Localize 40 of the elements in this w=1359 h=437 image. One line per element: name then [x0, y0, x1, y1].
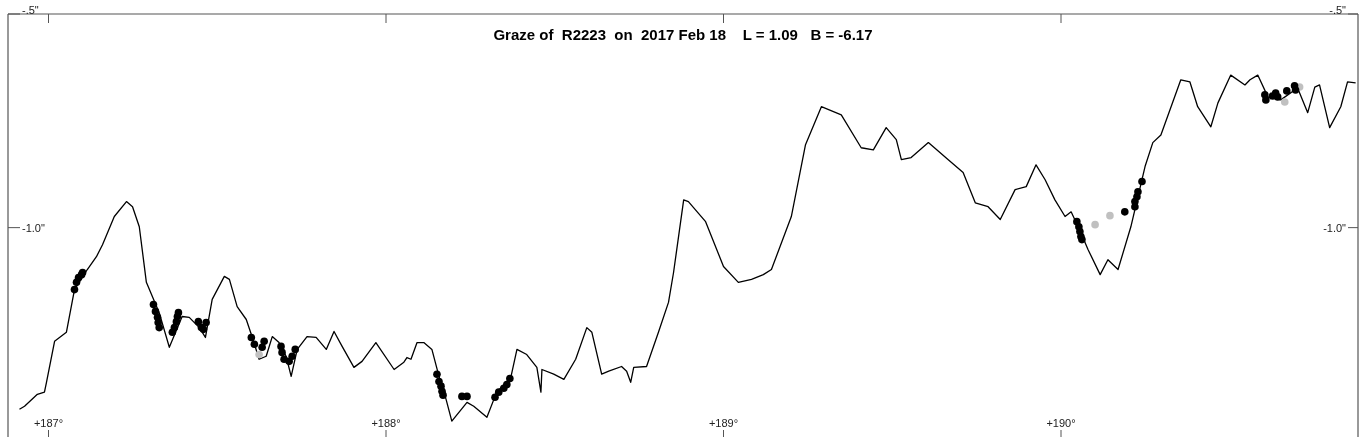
point [278, 348, 286, 357]
point [1134, 187, 1142, 196]
point [202, 318, 210, 327]
point [491, 393, 499, 402]
point [1282, 87, 1291, 95]
point [1273, 93, 1282, 101]
point [291, 345, 300, 354]
point [70, 285, 79, 294]
point [503, 380, 511, 389]
point [433, 370, 441, 378]
point [1291, 86, 1300, 94]
point [463, 392, 471, 401]
point [439, 391, 447, 399]
point [1138, 177, 1146, 186]
point [494, 388, 503, 396]
point [250, 340, 259, 349]
point [155, 323, 163, 332]
point [260, 337, 268, 346]
x-tick-label: +190° [1046, 417, 1076, 429]
point [151, 307, 160, 316]
point [255, 350, 263, 359]
point [247, 333, 256, 342]
y2-tick-label: -1.0" [1323, 221, 1347, 234]
x-tick-label: +187° [33, 417, 64, 429]
point [1280, 98, 1289, 106]
point [1262, 96, 1270, 104]
point [506, 374, 514, 383]
point [174, 308, 183, 317]
y2-tick-label: -.5" [1329, 4, 1347, 16]
point [1091, 220, 1099, 229]
point [194, 317, 203, 326]
point [1106, 211, 1114, 220]
point [170, 323, 179, 332]
point [1120, 208, 1129, 216]
point [288, 352, 296, 361]
point [277, 342, 285, 351]
x-tick-label: +188° [371, 417, 401, 429]
text: Graze of R2223 on 2017 Feb 18 L = 1.09 B = -6.17 [493, 26, 873, 43]
x-tick-label: +189° [708, 417, 739, 429]
point [149, 300, 158, 309]
